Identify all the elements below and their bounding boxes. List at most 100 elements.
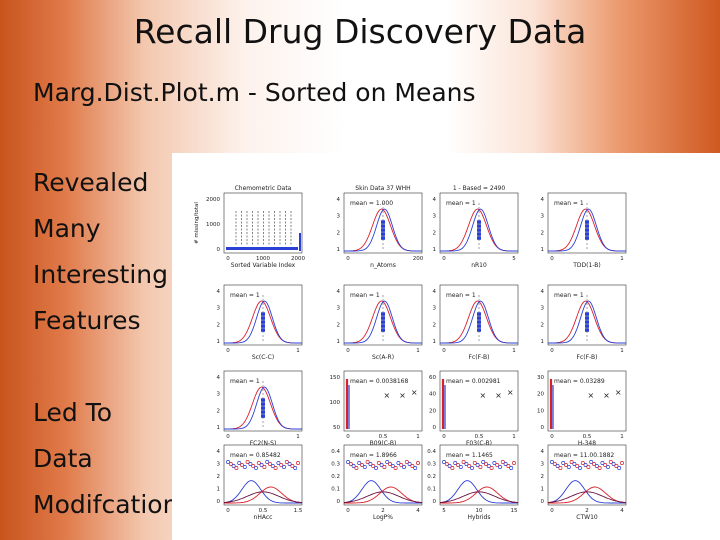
panel-ytick-label: 1 bbox=[217, 339, 221, 345]
panel-ytick-label: 0.3 bbox=[427, 462, 436, 468]
panel-xtick-label: 10 bbox=[476, 508, 483, 514]
panel-xlabel: Sc(C-C) bbox=[252, 354, 274, 361]
scatter-point bbox=[481, 460, 486, 464]
bullet-item: Revealed bbox=[33, 168, 149, 197]
panel-xtick-label: 0 bbox=[442, 348, 446, 354]
panel-ytick-label: 3 bbox=[541, 214, 545, 220]
panel-mean-label: mean = 11.00.1882 bbox=[554, 452, 614, 459]
scatter-point bbox=[276, 461, 281, 465]
panel-xlabel: Fc(F-B) bbox=[469, 354, 490, 361]
data-point bbox=[381, 232, 385, 236]
scatter-point bbox=[509, 466, 514, 470]
scatter-point bbox=[245, 460, 250, 464]
scatter-point bbox=[360, 463, 364, 467]
panel-xlabel: Fc(F-B) bbox=[577, 354, 598, 361]
bullet-item: Many bbox=[33, 214, 101, 243]
panel-mean-label: mean = 1 bbox=[350, 292, 380, 299]
scatter-point bbox=[240, 463, 244, 467]
scatter-point bbox=[478, 465, 483, 469]
scatter-point bbox=[580, 461, 585, 465]
data-point bbox=[261, 324, 265, 328]
panel-xtick-label: 0.5 bbox=[259, 508, 268, 514]
scatter-point bbox=[248, 462, 253, 466]
panel-ytick-label: 3 bbox=[337, 306, 341, 312]
density-curve-blue bbox=[224, 386, 302, 430]
data-point bbox=[381, 324, 385, 328]
panel-xtick-label: 0 bbox=[442, 434, 446, 440]
data-point bbox=[477, 312, 481, 316]
scatter-point bbox=[453, 461, 458, 465]
data-point bbox=[477, 224, 481, 228]
data-point bbox=[381, 320, 385, 324]
data-point bbox=[585, 232, 589, 236]
panel-xlabel: Sc(A-R) bbox=[372, 354, 394, 361]
panel-ytick-label: 2 bbox=[541, 474, 545, 480]
panel-xtick-label: 0 bbox=[346, 348, 350, 354]
panel-xtick-label: 1 bbox=[416, 434, 420, 440]
panel-mean-label: mean = 1 bbox=[446, 200, 476, 207]
panel-ytick-label: 3 bbox=[217, 392, 221, 398]
data-point bbox=[477, 228, 481, 232]
scatter-point bbox=[413, 466, 418, 470]
density-curve bbox=[439, 480, 518, 504]
panel-ytick-label: 0.2 bbox=[427, 474, 436, 480]
panel-ytick-label: 4 bbox=[337, 289, 341, 295]
scatter-point bbox=[578, 466, 582, 470]
panel-mean-label: mean = 1 bbox=[554, 292, 584, 299]
scatter-point bbox=[251, 464, 256, 468]
density-curve-blue bbox=[548, 208, 626, 252]
panel-ytick-label: 0 bbox=[217, 499, 221, 505]
density-curve bbox=[223, 491, 303, 503]
panel-frame bbox=[439, 370, 519, 432]
scatter-point bbox=[444, 462, 449, 466]
scatter-point bbox=[234, 466, 239, 470]
panel-frame bbox=[439, 444, 519, 506]
scatter-point bbox=[354, 466, 359, 470]
bullet-item: Data bbox=[33, 444, 93, 473]
panel-ytick-label: 1 bbox=[217, 487, 221, 493]
panel-xtick-label: 0.5 bbox=[583, 434, 592, 440]
bullet-item: Interesting bbox=[33, 260, 168, 289]
outlier-marker: × bbox=[480, 391, 487, 400]
panel-mean-label: mean = 0.0038168 bbox=[350, 378, 408, 385]
panel-ytick-label: 1 bbox=[337, 339, 341, 345]
scatter-point bbox=[442, 460, 446, 464]
scatter-point bbox=[467, 464, 472, 468]
scatter-point bbox=[231, 464, 236, 468]
panel-mean-label: mean = 0.03289 bbox=[554, 378, 605, 385]
scatter-point bbox=[228, 462, 233, 466]
data-point bbox=[381, 220, 385, 224]
panel-xtick-label: 1 bbox=[512, 348, 516, 354]
data-point bbox=[261, 316, 265, 320]
scatter-point bbox=[569, 460, 574, 464]
panel-ytick-label: 0 bbox=[541, 499, 545, 505]
scatter-point bbox=[555, 464, 560, 468]
panel-xtick-label: 2000 bbox=[291, 256, 305, 262]
panel-ytick-label: 3 bbox=[541, 462, 545, 468]
scatter-point bbox=[456, 463, 460, 467]
panel-mean-label: mean = 1.1465 bbox=[446, 452, 493, 459]
panel-xtick-label: 0 bbox=[550, 508, 554, 514]
scatter-point bbox=[371, 464, 376, 468]
scatter-point bbox=[346, 460, 350, 464]
panel-xtick-label: 0 bbox=[346, 434, 350, 440]
panel-mean-label: mean = 1.8966 bbox=[350, 452, 397, 459]
panel-ytick-label: 2 bbox=[337, 322, 341, 328]
density-curve-blue bbox=[344, 300, 422, 344]
panel-ytick-label: 4 bbox=[337, 197, 341, 203]
panel-xtick-label: 5 bbox=[512, 256, 516, 262]
outlier-marker: × bbox=[384, 391, 391, 400]
panel-ytick-label: 2 bbox=[433, 230, 437, 236]
panel-ytick-label: 4 bbox=[217, 449, 221, 455]
scatter-point bbox=[472, 461, 477, 465]
panel-ytick-label: 2 bbox=[337, 230, 341, 236]
scatter-point bbox=[293, 466, 298, 470]
panel-xtick-label: 0 bbox=[226, 348, 230, 354]
panel-frame bbox=[547, 370, 627, 432]
scatter-point bbox=[550, 460, 554, 464]
scatter-point bbox=[603, 463, 608, 467]
panel-xtick-label: 0 bbox=[346, 256, 350, 262]
scatter-point bbox=[458, 465, 463, 469]
panel-mean-label: mean = 1 bbox=[446, 292, 476, 299]
panel-xtick-label: 0 bbox=[226, 256, 230, 262]
